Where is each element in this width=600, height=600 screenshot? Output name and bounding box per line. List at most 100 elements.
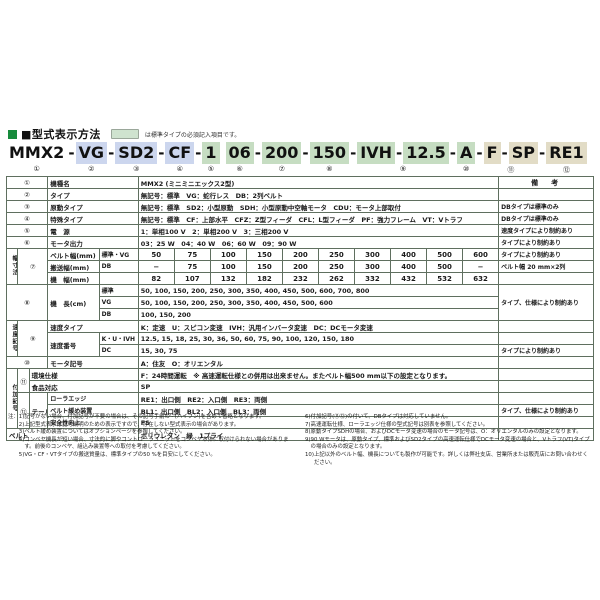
model-code-separator: - bbox=[195, 144, 202, 162]
row-index: ⑤ bbox=[5, 224, 49, 237]
cell-value: 532 bbox=[426, 272, 464, 285]
footnote-text: 上記型式表示は記号説明のための表示ですので、存在しない型式表示の場合があります。 bbox=[24, 421, 240, 428]
row-label: ベルト bbox=[6, 428, 139, 441]
model-code-segment-150: 150 bbox=[309, 142, 350, 164]
footnote-text: 高速運転仕様、ローラエッジ仕様の型式記号は別表を参照してください。 bbox=[310, 421, 489, 428]
row-label: 原動タイプ bbox=[47, 200, 139, 213]
model-code-separator: - bbox=[302, 144, 309, 162]
row-index: ① bbox=[5, 176, 49, 189]
model-code-strip: MMX2- VG - SD2- CF -1 06-200-150- IVH -12.5- A - F -… bbox=[6, 142, 594, 164]
model-code-separator: - bbox=[539, 144, 546, 162]
row-sublabel: DB bbox=[98, 308, 139, 321]
row-value: 12.5, 15, 18, 25, 30, 36, 50, 60, 75, 90… bbox=[137, 332, 500, 345]
cell-value: 200 bbox=[281, 260, 319, 273]
row-label: 速度番号 bbox=[47, 332, 100, 357]
row-remark: タイプ、仕様により制約あり bbox=[498, 284, 594, 321]
model-code-segment-a: A bbox=[456, 142, 476, 164]
row-value: K：定速 U：スピコン変速 IVH：汎用インバータ変速 DC：DCモータ変速 bbox=[137, 320, 500, 333]
section-title: ■型式表示方法 bbox=[21, 128, 101, 141]
model-code-separator: - bbox=[449, 144, 456, 162]
footnote-item: 10) 上記以外のベルト幅、機長についても製作が可能です。詳しくは弊社支店、営業所… bbox=[305, 452, 592, 467]
row-label: 搬送幅(mm) bbox=[47, 260, 100, 273]
table-row-length-vg: VG 50, 100, 150, 200, 250, 300, 350, 400… bbox=[7, 296, 594, 309]
footnote-text: ベルト緩め装置についてはオプションページを参照してください。 bbox=[24, 429, 186, 436]
model-code-index-3: ③ bbox=[133, 165, 140, 173]
row-remark bbox=[498, 428, 594, 441]
model-code-separator: - bbox=[254, 144, 262, 162]
model-code-index-4: ④ bbox=[176, 165, 183, 173]
row-label: タイプ bbox=[47, 188, 139, 201]
footnote-key: 9) bbox=[305, 436, 311, 443]
table-row: ⑥ モータ出力 03：25 W 04：40 W 06：60 W 09：90 W … bbox=[5, 236, 594, 249]
cell-value: 200 bbox=[281, 248, 319, 261]
row-label: 特殊タイプ bbox=[47, 212, 139, 225]
row-remark bbox=[498, 416, 594, 429]
cell-value: 300 bbox=[353, 248, 392, 261]
table-row-environment: 付加記号 ⑪ 環境仕様 F：24時間運転 ※ 高速運転仕様との併用は出来ません。… bbox=[5, 368, 594, 429]
model-code-index-6: ⑥ bbox=[236, 165, 243, 173]
cell-value: 250 bbox=[317, 260, 355, 273]
legend-note: は標準タイプの必須記入項目です。 bbox=[144, 131, 241, 139]
footnote-key: 3) bbox=[8, 429, 25, 436]
section-heading: ■型式表示方法 は標準タイプの必須記入項目です。 bbox=[8, 126, 240, 142]
table-row-speed-no-kuivh: 速度番号 K・U・IVH 12.5, 15, 18, 25, 30, 36, 5… bbox=[7, 332, 594, 357]
model-code-separator: - bbox=[396, 144, 403, 162]
model-code-index-2: ② bbox=[88, 165, 95, 173]
footnote-key: 注：1) bbox=[8, 414, 25, 420]
table-row-width-db: 搬送幅(mm) DB − 75 100 150 200 250 300 400 … bbox=[7, 260, 594, 273]
model-code-segment-200: 200 bbox=[262, 142, 302, 164]
model-code-index-8: ⑧ bbox=[326, 165, 333, 173]
row-label: 環境仕様 bbox=[28, 368, 139, 381]
table-row-belt-loosen: ベルト緩め装置 BL1：出口側 BL2：入口側 BL3：両側 タイプ、仕様により… bbox=[7, 404, 594, 417]
row-index: ⑧ bbox=[5, 284, 49, 321]
row-remark: DBタイプは標準のみ bbox=[498, 212, 594, 225]
model-code-segment-ivh: IVH bbox=[357, 142, 396, 164]
row-remark bbox=[498, 392, 594, 405]
cell-value: 82 bbox=[137, 272, 175, 285]
table-row: ① 機種名 MMX2 (ミニミニエックス2型) 備 考 bbox=[5, 176, 594, 189]
model-code-index-11: ⑪ bbox=[507, 166, 515, 174]
cell-value: 332 bbox=[353, 272, 392, 285]
row-index: ⑪ bbox=[17, 368, 30, 393]
row-remark bbox=[498, 188, 594, 201]
row-sublabel: DB bbox=[98, 260, 139, 273]
row-value: A：住友 O：オリエンタル bbox=[137, 356, 500, 369]
table-row: ③ 原動タイプ 無記号：標準 SD2：小型原動 SDH：小型原動中空軸モータ C… bbox=[5, 200, 594, 213]
cell-value: 50 bbox=[137, 248, 175, 261]
model-code-separator: - bbox=[350, 144, 357, 162]
cell-value: 250 bbox=[317, 248, 355, 261]
row-label: 電 源 bbox=[47, 224, 139, 237]
cell-value: 100 bbox=[209, 248, 247, 261]
row-remark: タイプにより制約あり bbox=[498, 236, 594, 249]
cell-value: 262 bbox=[317, 272, 355, 285]
footnote-item: 7) 高速運転仕様、ローラエッジ仕様の型式記号は別表を参照してください。 bbox=[305, 422, 592, 430]
cell-value: 75 bbox=[173, 260, 211, 273]
row-label: 機 長(cm) bbox=[47, 284, 100, 321]
row-sublabel: VG bbox=[98, 296, 139, 309]
row-value: ポリウレタン 緑 1プライ bbox=[137, 428, 500, 441]
model-code-separator: - bbox=[68, 144, 75, 162]
model-code-segment-mmx2: MMX2 bbox=[9, 143, 65, 162]
model-code-index-rail: ① ② ③ ④ ⑤ ⑥ ⑦ ⑧ ⑨ ⑩ ⑪ ⑫ bbox=[6, 165, 594, 176]
model-code-index-1: ① bbox=[33, 165, 40, 173]
model-code-separator: - bbox=[108, 144, 115, 162]
cell-value: 150 bbox=[245, 260, 283, 273]
row-remark bbox=[498, 356, 594, 369]
row-sublabel: DC bbox=[98, 344, 139, 357]
footnote-text: 記号がない場合、付加記号が不要の場合は、その記号手前の'-'(ハイフン)を含めて… bbox=[24, 414, 265, 420]
footnote-item: 4) コンベヤ機長が短い場合、寸法的に脚やコントローラユニットをコンベヤ本体に取付… bbox=[8, 437, 295, 452]
row-index: ⑩ bbox=[5, 356, 49, 369]
row-label: 機 幅(mm) bbox=[47, 272, 100, 285]
row-remark bbox=[498, 380, 594, 393]
footnotes-right-column: 6) 付加記号(⑪⑫)の付いて、DBタイプは対応していません。 7) 高速運転仕様、ロ… bbox=[305, 414, 592, 467]
model-code-segment-vg: VG bbox=[75, 142, 108, 164]
group-rail-speed: 速度記号 bbox=[5, 320, 19, 357]
row-value: RE1：出口側 RE2：入口側 RE3：両側 bbox=[137, 392, 500, 405]
row-remark bbox=[498, 368, 594, 381]
footnote-key: 4) bbox=[8, 436, 25, 443]
cell-value: 182 bbox=[245, 272, 283, 285]
row-value: 50, 100, 150, 200, 250, 300, 350, 400, 4… bbox=[137, 284, 500, 297]
table-row: ④ 特殊タイプ 無記号：標準 CF：上部水平 CFZ：Z型フィーダ CFL：L型… bbox=[5, 212, 594, 225]
section-marker-icon bbox=[8, 129, 17, 139]
